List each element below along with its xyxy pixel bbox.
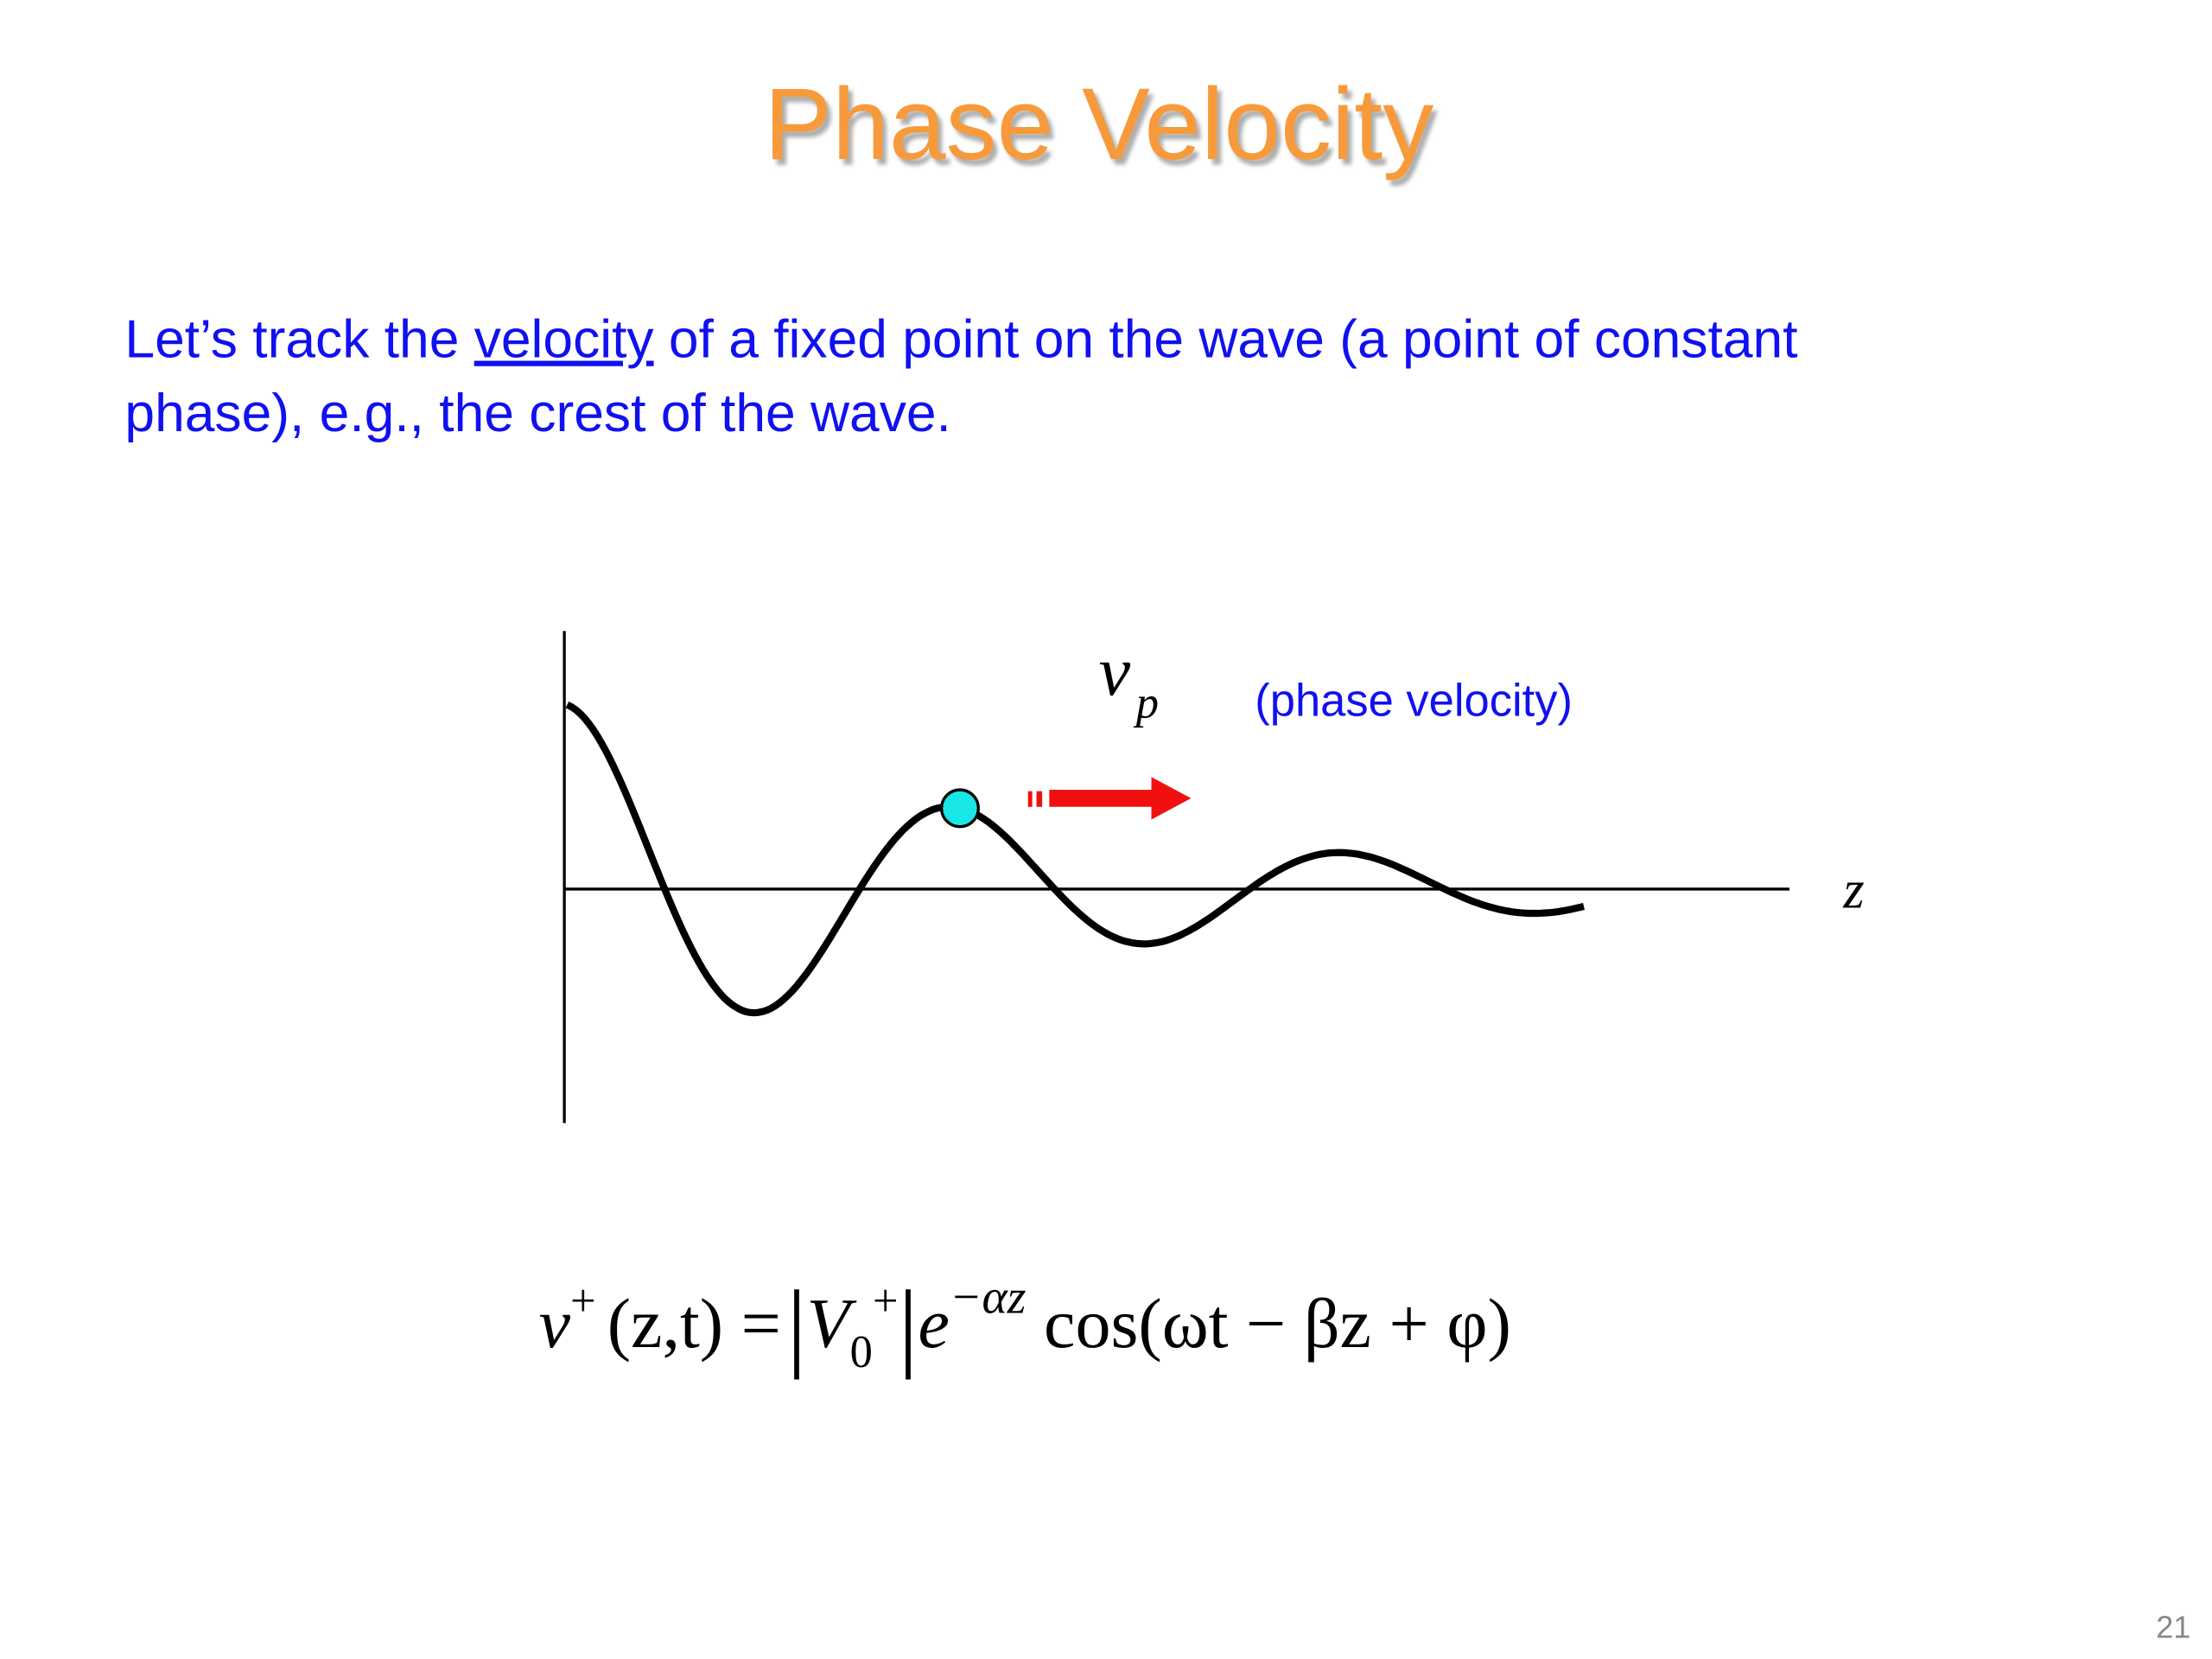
eq-part: cos(ωt − βz + φ) — [1027, 1284, 1511, 1363]
eq-sup: −αz — [950, 1271, 1027, 1325]
title: Phase Velocity — [764, 67, 1433, 181]
eq-part: v — [539, 1284, 571, 1363]
text: of a fixed point on the wave (a point of… — [654, 310, 1798, 370]
velocity-caption: (phase velocity) — [1255, 676, 1573, 727]
eq-sub: 0 — [850, 1327, 873, 1377]
eq-part: e — [918, 1284, 949, 1363]
symbol: v — [1099, 632, 1131, 710]
eq-part: V — [806, 1284, 857, 1363]
crest-point — [940, 788, 980, 829]
text: Let’s track the — [124, 310, 474, 370]
eq-bar: | — [898, 1270, 918, 1380]
body-line: Let’s track the velocity of a fixed poin… — [124, 310, 1797, 370]
velocity-arrow — [1027, 777, 1192, 820]
equation: v+ (z,t) =|V0+|e−αz cos(ωt − βz + φ) — [539, 1270, 1511, 1380]
wave-curve — [565, 701, 1585, 1017]
eq-sup: + — [873, 1276, 899, 1326]
underlined-text: velocity — [474, 310, 655, 370]
eq-sup: + — [570, 1276, 596, 1326]
eq-part: (z,t) = — [607, 1284, 781, 1363]
body-line: phase), e.g., the crest of the wave. — [124, 384, 950, 443]
page-number: 21 — [2156, 1609, 2190, 1644]
subscript: p — [1133, 677, 1159, 728]
eq-bar: | — [786, 1270, 806, 1380]
axis-label: z — [1842, 860, 1864, 919]
